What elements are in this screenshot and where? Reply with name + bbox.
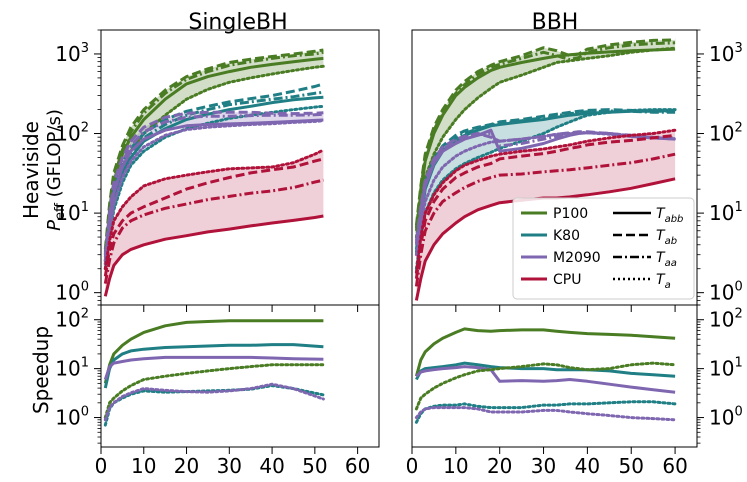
x-tick-label: 0 bbox=[95, 454, 108, 478]
legend-style-label-ab: Tab bbox=[656, 228, 677, 247]
y-tick-label: 102 bbox=[55, 121, 89, 146]
x-tick-label: 50 bbox=[619, 454, 644, 478]
legend-style-label-abb: Tabb bbox=[656, 206, 683, 225]
y-tick-label: 101 bbox=[55, 200, 89, 225]
series-cpu-tabb bbox=[414, 177, 676, 301]
series-cpu-ta bbox=[414, 128, 677, 274]
x-tick-label: 50 bbox=[302, 454, 327, 478]
title-bbh: BBH bbox=[532, 10, 579, 35]
y-tick-label: 102 bbox=[709, 307, 743, 332]
series-p100-tabb bbox=[414, 47, 676, 231]
y-tick-label: 102 bbox=[55, 307, 89, 332]
y-label-eff: eff bbox=[53, 202, 68, 220]
series-p100-tabb bbox=[103, 319, 324, 384]
y-tick-label: 103 bbox=[55, 41, 89, 66]
series-p100-ta bbox=[414, 46, 677, 239]
series-m2090-ta bbox=[103, 119, 325, 266]
band-cpu bbox=[105, 150, 324, 297]
series-m2090-taa bbox=[103, 112, 324, 258]
plot-area bbox=[414, 327, 677, 424]
series-k80-taa bbox=[414, 109, 676, 253]
y-tick-label: 100 bbox=[709, 405, 743, 430]
series-m2090-tabb bbox=[415, 365, 676, 394]
legend-label-cpu: CPU bbox=[553, 272, 581, 288]
band-p100 bbox=[416, 39, 676, 238]
axes-frame bbox=[100, 304, 380, 448]
y-tick-label: 101 bbox=[709, 200, 743, 225]
x-tick-label: 20 bbox=[174, 454, 199, 478]
y-axis-label-speedup: Speedup bbox=[29, 326, 53, 414]
series-k80-taa bbox=[103, 90, 324, 265]
legend-label-m2090: M2090 bbox=[553, 250, 601, 266]
series-cpu-tabb bbox=[103, 214, 324, 297]
legend-label-k80: K80 bbox=[553, 228, 580, 244]
band-k80 bbox=[416, 109, 676, 269]
legend-style-label-aa: Taa bbox=[656, 250, 677, 269]
x-tick-label: 60 bbox=[345, 454, 370, 478]
series-p100-tabb bbox=[414, 327, 676, 377]
legend-box bbox=[512, 197, 695, 300]
x-tick-label: 20 bbox=[487, 454, 512, 478]
series-cpu-taa bbox=[414, 152, 676, 287]
y-tick-label: 101 bbox=[709, 356, 743, 381]
band-cpu bbox=[416, 130, 676, 301]
series-m2090-ta bbox=[414, 406, 677, 422]
plot-area bbox=[414, 38, 677, 301]
plot-area bbox=[103, 48, 325, 297]
title-singlebh: SingleBH bbox=[188, 10, 287, 35]
series-cpu-ta bbox=[103, 148, 325, 271]
legend-label-p100: P100 bbox=[553, 206, 588, 222]
y-label-p: P bbox=[44, 220, 65, 231]
x-tick-label: 30 bbox=[217, 454, 242, 478]
panel-singlebh-performance: 100 101 102 103 bbox=[55, 29, 380, 312]
y-label-heaviside: Heaviside bbox=[19, 121, 43, 219]
legend: P100 K80 M2090 CPU Tabb Tab Taa Ta bbox=[512, 197, 695, 300]
series-p100-taa bbox=[414, 41, 676, 229]
y-tick-label: 100 bbox=[55, 405, 89, 430]
y-label-units: (GFLOP/s) bbox=[44, 109, 65, 203]
series-cpu-taa bbox=[103, 178, 324, 284]
x-tick-label: 10 bbox=[443, 454, 468, 478]
series-m2090-tab bbox=[103, 110, 324, 255]
x-tick-label: 30 bbox=[531, 454, 556, 478]
y-label-peff: Peff (GFLOP/s) bbox=[44, 109, 68, 231]
y-tick-label: 101 bbox=[55, 356, 89, 381]
series-k80-tabb bbox=[103, 343, 324, 389]
x-tick-label: 40 bbox=[575, 454, 600, 478]
series-cpu-tab bbox=[103, 157, 324, 277]
x-tick-label: 40 bbox=[259, 454, 284, 478]
series-p100-ta bbox=[414, 361, 677, 411]
x-tick-label: 10 bbox=[131, 454, 156, 478]
series-p100-taa bbox=[103, 50, 324, 253]
panel-bbh-performance: 100 101 102 103 bbox=[411, 29, 743, 312]
series-p100-ta bbox=[103, 363, 325, 420]
series-m2090-ta bbox=[414, 131, 677, 257]
series-m2090-tabb bbox=[103, 355, 324, 380]
x-tick-label: 60 bbox=[662, 454, 687, 478]
plot-area bbox=[103, 319, 325, 427]
x-tick-label: 0 bbox=[406, 454, 419, 478]
series-m2090-ta bbox=[103, 382, 325, 422]
series-cpu-tab bbox=[414, 133, 676, 279]
legend-style-label-a: Ta bbox=[656, 272, 671, 291]
y-tick-label: 102 bbox=[709, 121, 743, 146]
y-tick-label: 103 bbox=[709, 41, 743, 66]
series-p100-tab bbox=[414, 38, 676, 226]
y-tick-label: 100 bbox=[55, 280, 89, 305]
y-axis-label-performance: Heaviside Peff (GFLOP/s) bbox=[19, 109, 68, 231]
y-tick-label: 100 bbox=[709, 280, 743, 305]
